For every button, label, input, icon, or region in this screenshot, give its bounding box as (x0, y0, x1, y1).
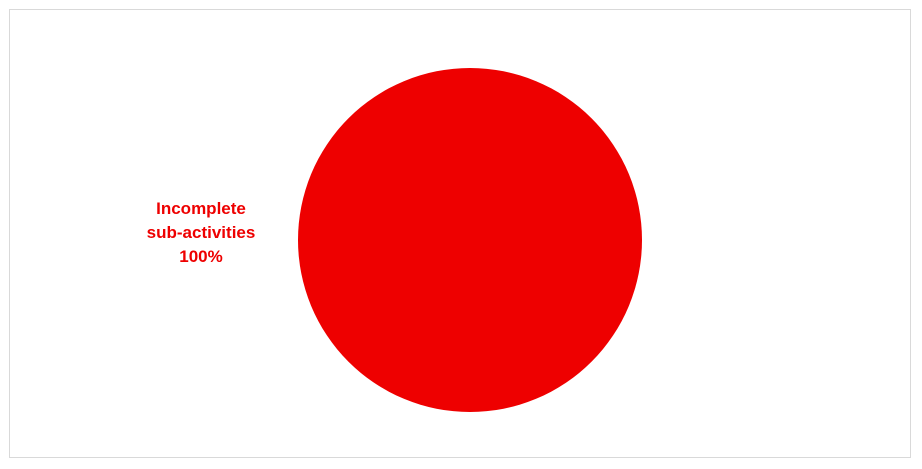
slice-value-label: 100% (179, 247, 222, 266)
slice-label-line: Incomplete (156, 199, 246, 218)
pie-labels: Incomplete sub-activities 100% (147, 199, 256, 266)
pie-slices (298, 68, 642, 412)
slice-label-line: sub-activities (147, 223, 256, 242)
slice-label-0: Incomplete sub-activities 100% (147, 199, 256, 266)
pie-slice-0 (298, 68, 642, 412)
